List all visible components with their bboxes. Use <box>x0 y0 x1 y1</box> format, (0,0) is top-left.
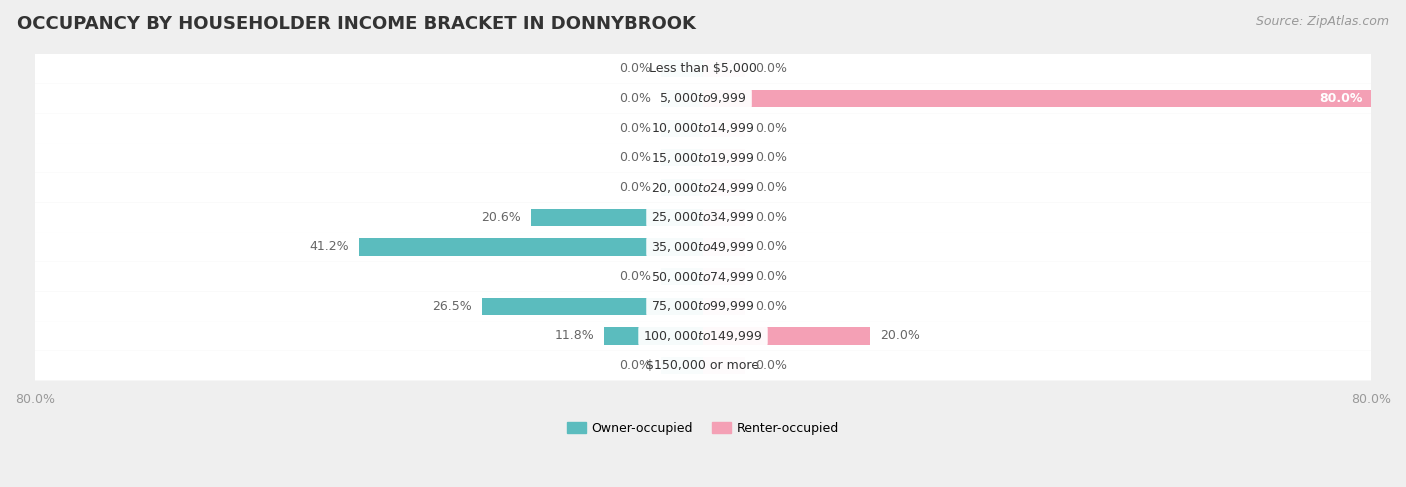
Text: OCCUPANCY BY HOUSEHOLDER INCOME BRACKET IN DONNYBROOK: OCCUPANCY BY HOUSEHOLDER INCOME BRACKET … <box>17 15 696 33</box>
Bar <box>661 268 703 285</box>
Text: 11.8%: 11.8% <box>555 329 595 342</box>
Text: 0.0%: 0.0% <box>755 62 787 75</box>
Text: 0.0%: 0.0% <box>755 300 787 313</box>
Text: $15,000 to $19,999: $15,000 to $19,999 <box>651 151 755 165</box>
Text: 0.0%: 0.0% <box>755 241 787 253</box>
Bar <box>703 298 745 315</box>
Text: 0.0%: 0.0% <box>755 211 787 224</box>
Text: Source: ZipAtlas.com: Source: ZipAtlas.com <box>1256 15 1389 28</box>
Text: 20.0%: 20.0% <box>880 329 920 342</box>
Text: $50,000 to $74,999: $50,000 to $74,999 <box>651 270 755 283</box>
Bar <box>661 179 703 196</box>
Text: $25,000 to $34,999: $25,000 to $34,999 <box>651 210 755 224</box>
Bar <box>703 149 745 167</box>
Text: 0.0%: 0.0% <box>619 62 651 75</box>
Text: $35,000 to $49,999: $35,000 to $49,999 <box>651 240 755 254</box>
Bar <box>703 357 745 374</box>
Text: 0.0%: 0.0% <box>619 122 651 135</box>
Bar <box>703 268 745 285</box>
Text: Less than $5,000: Less than $5,000 <box>650 62 756 75</box>
Bar <box>531 208 703 226</box>
Bar <box>661 119 703 137</box>
Bar <box>703 208 745 226</box>
Legend: Owner-occupied, Renter-occupied: Owner-occupied, Renter-occupied <box>562 417 844 440</box>
FancyBboxPatch shape <box>35 54 1371 84</box>
Text: $75,000 to $99,999: $75,000 to $99,999 <box>651 299 755 313</box>
Bar <box>661 149 703 167</box>
Bar <box>703 90 1371 107</box>
FancyBboxPatch shape <box>35 291 1371 321</box>
Text: $5,000 to $9,999: $5,000 to $9,999 <box>659 92 747 106</box>
Text: 26.5%: 26.5% <box>432 300 471 313</box>
FancyBboxPatch shape <box>35 113 1371 143</box>
Text: 41.2%: 41.2% <box>309 241 349 253</box>
Text: 0.0%: 0.0% <box>619 181 651 194</box>
Text: 80.0%: 80.0% <box>1319 92 1362 105</box>
Text: 0.0%: 0.0% <box>619 151 651 164</box>
FancyBboxPatch shape <box>35 351 1371 380</box>
Bar <box>703 119 745 137</box>
Text: 0.0%: 0.0% <box>619 92 651 105</box>
FancyBboxPatch shape <box>35 143 1371 173</box>
Text: 0.0%: 0.0% <box>619 270 651 283</box>
Bar <box>605 327 703 344</box>
Text: $100,000 to $149,999: $100,000 to $149,999 <box>644 329 762 343</box>
Text: 20.6%: 20.6% <box>481 211 522 224</box>
Bar <box>661 60 703 77</box>
Bar <box>359 238 703 256</box>
Bar <box>703 238 745 256</box>
Text: 0.0%: 0.0% <box>619 359 651 372</box>
FancyBboxPatch shape <box>35 203 1371 232</box>
Bar <box>703 60 745 77</box>
Bar <box>661 90 703 107</box>
Bar <box>661 357 703 374</box>
Text: $20,000 to $24,999: $20,000 to $24,999 <box>651 181 755 194</box>
Text: 0.0%: 0.0% <box>755 270 787 283</box>
FancyBboxPatch shape <box>35 262 1371 291</box>
Text: $150,000 or more: $150,000 or more <box>647 359 759 372</box>
Text: 0.0%: 0.0% <box>755 151 787 164</box>
FancyBboxPatch shape <box>35 321 1371 351</box>
FancyBboxPatch shape <box>35 232 1371 262</box>
Bar <box>482 298 703 315</box>
FancyBboxPatch shape <box>35 84 1371 113</box>
Text: $10,000 to $14,999: $10,000 to $14,999 <box>651 121 755 135</box>
Text: 0.0%: 0.0% <box>755 359 787 372</box>
Bar <box>703 327 870 344</box>
FancyBboxPatch shape <box>35 173 1371 203</box>
Text: 0.0%: 0.0% <box>755 122 787 135</box>
Bar <box>703 179 745 196</box>
Text: 0.0%: 0.0% <box>755 181 787 194</box>
